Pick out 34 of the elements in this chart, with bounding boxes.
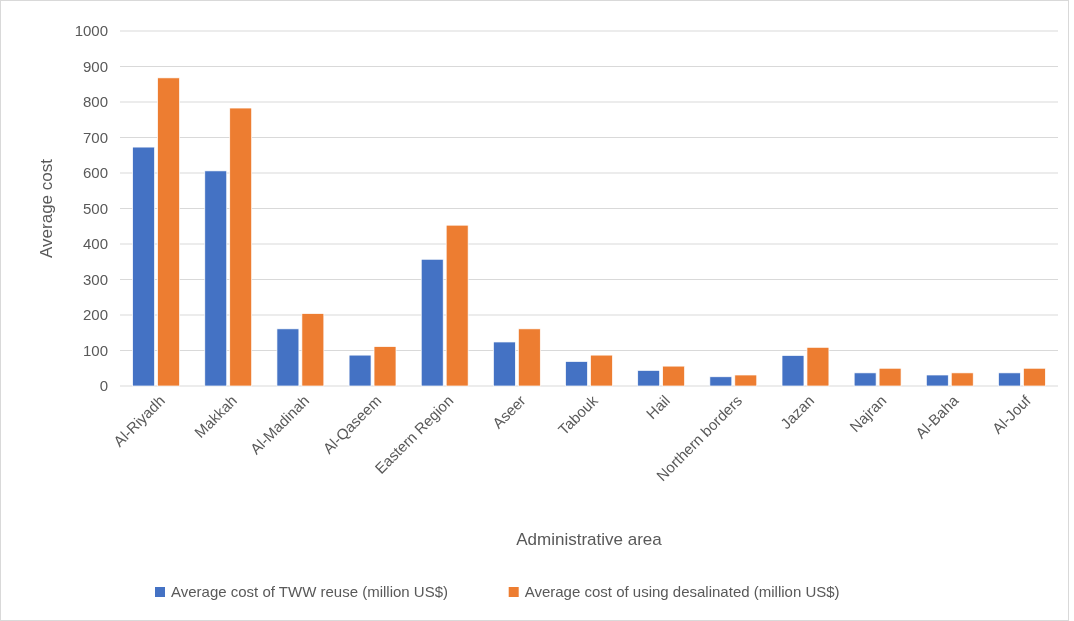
y-tick-label: 400 bbox=[82, 235, 108, 253]
y-tick-label: 500 bbox=[82, 199, 108, 217]
bar bbox=[709, 376, 733, 387]
y-tick-label: 1000 bbox=[74, 22, 108, 40]
bar bbox=[1023, 367, 1046, 387]
bar bbox=[662, 365, 685, 387]
bar bbox=[229, 107, 253, 387]
bar bbox=[637, 370, 661, 387]
bar bbox=[925, 374, 949, 387]
y-axis-title: Average cost bbox=[37, 158, 56, 258]
x-tick-label: Hail bbox=[642, 391, 673, 423]
bar bbox=[734, 374, 758, 387]
y-tick-label: 900 bbox=[82, 57, 108, 75]
y-tick-label: 300 bbox=[82, 270, 108, 288]
bar bbox=[204, 170, 228, 387]
y-tick-label: 0 bbox=[99, 377, 108, 395]
bar bbox=[950, 372, 974, 387]
y-tick-label: 200 bbox=[82, 306, 108, 324]
y-tick-label: 600 bbox=[82, 164, 108, 182]
x-axis-title: Administrative area bbox=[516, 530, 663, 549]
bar bbox=[445, 224, 469, 387]
legend-label: Average cost of TWW reuse (million US$) bbox=[171, 583, 449, 600]
bar bbox=[998, 372, 1021, 387]
bar bbox=[420, 258, 444, 387]
bar bbox=[517, 328, 541, 387]
y-tick-label: 100 bbox=[82, 341, 108, 359]
bar bbox=[132, 146, 155, 387]
bar bbox=[565, 361, 588, 387]
bar bbox=[590, 354, 613, 387]
y-tick-label: 800 bbox=[82, 93, 108, 111]
bar bbox=[493, 341, 516, 387]
bar bbox=[157, 77, 180, 387]
y-tick-label: 700 bbox=[82, 128, 108, 146]
legend-label: Average cost of using desalinated (million US$) bbox=[524, 583, 840, 600]
